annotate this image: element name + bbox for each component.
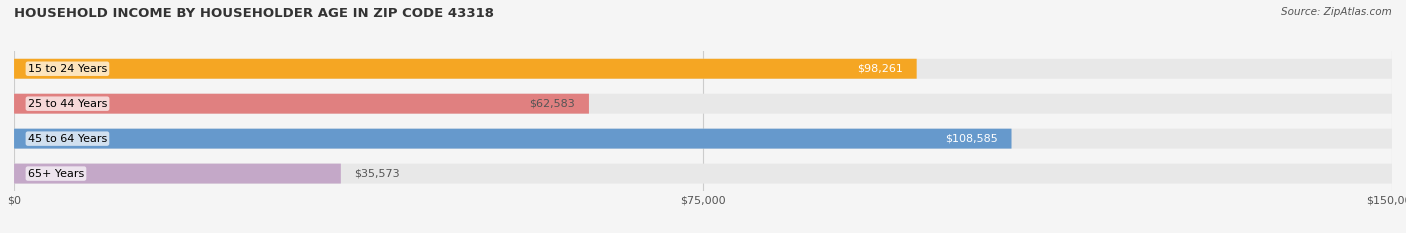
Text: $108,585: $108,585 [945,134,998,144]
FancyBboxPatch shape [14,59,917,79]
Text: $62,583: $62,583 [530,99,575,109]
Text: $35,573: $35,573 [354,169,401,178]
FancyBboxPatch shape [14,164,340,184]
FancyBboxPatch shape [14,94,589,114]
Text: $98,261: $98,261 [858,64,903,74]
Text: 25 to 44 Years: 25 to 44 Years [28,99,107,109]
Text: 45 to 64 Years: 45 to 64 Years [28,134,107,144]
FancyBboxPatch shape [14,164,1392,184]
FancyBboxPatch shape [14,94,1392,114]
FancyBboxPatch shape [14,59,1392,79]
Text: 65+ Years: 65+ Years [28,169,84,178]
Text: Source: ZipAtlas.com: Source: ZipAtlas.com [1281,7,1392,17]
FancyBboxPatch shape [14,129,1011,149]
Text: 15 to 24 Years: 15 to 24 Years [28,64,107,74]
Text: HOUSEHOLD INCOME BY HOUSEHOLDER AGE IN ZIP CODE 43318: HOUSEHOLD INCOME BY HOUSEHOLDER AGE IN Z… [14,7,494,20]
FancyBboxPatch shape [14,129,1392,149]
